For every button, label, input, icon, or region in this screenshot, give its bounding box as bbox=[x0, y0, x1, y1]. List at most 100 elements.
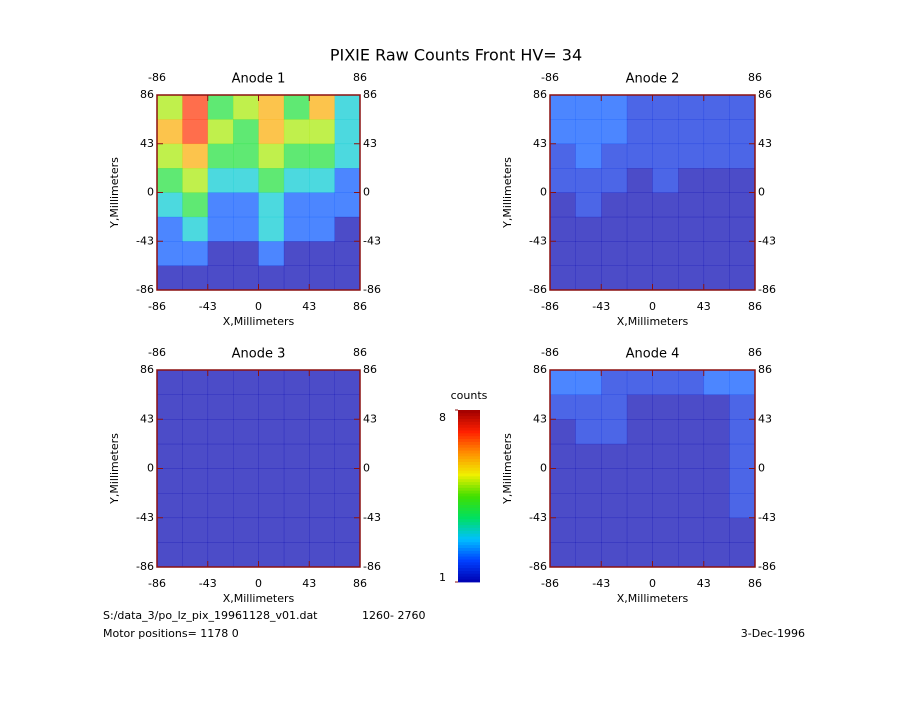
colorbar-segment bbox=[458, 570, 480, 574]
heat-cell bbox=[309, 443, 335, 469]
heat-cell bbox=[601, 370, 628, 395]
heat-cell bbox=[182, 216, 209, 242]
heat-cell bbox=[626, 192, 653, 218]
heat-cell bbox=[309, 143, 335, 169]
heat-cell bbox=[182, 517, 209, 543]
colorbar-segment bbox=[458, 444, 480, 448]
heat-cell bbox=[652, 517, 679, 543]
heat-cell bbox=[626, 168, 653, 193]
heat-cell bbox=[601, 241, 628, 266]
y-tick-label: -43 bbox=[136, 234, 154, 247]
colorbar-segment bbox=[458, 430, 480, 434]
heat-cell bbox=[601, 192, 628, 218]
heat-cell bbox=[157, 143, 183, 169]
colorbar-segment bbox=[458, 527, 480, 531]
heat-cell bbox=[652, 95, 679, 120]
colorbar-segment bbox=[458, 481, 480, 485]
heat-cell bbox=[550, 168, 576, 193]
y-tick-label-right: -43 bbox=[758, 234, 776, 247]
heat-cell bbox=[334, 443, 361, 469]
heat-cell bbox=[575, 493, 602, 519]
heat-cell bbox=[309, 493, 335, 519]
colorbar-segment bbox=[458, 561, 480, 566]
colorbar-segment bbox=[458, 450, 480, 454]
colorbar-segment bbox=[458, 478, 480, 483]
heat-cell bbox=[182, 493, 209, 519]
heat-cell bbox=[233, 542, 259, 568]
heat-cell bbox=[258, 370, 285, 395]
colorbar-segment bbox=[458, 510, 480, 514]
heat-cell bbox=[550, 394, 576, 420]
x-tick-label-top: 86 bbox=[353, 346, 367, 359]
heat-cell bbox=[575, 168, 602, 193]
heat-cell bbox=[678, 168, 705, 193]
heat-cell bbox=[729, 241, 756, 266]
y-tick-label-right: 43 bbox=[758, 412, 772, 425]
heat-cell bbox=[703, 370, 730, 395]
heat-cell bbox=[157, 265, 183, 291]
heat-cell bbox=[334, 542, 361, 568]
panel-title: Anode 1 bbox=[232, 72, 286, 87]
y-tick-label: 43 bbox=[140, 412, 154, 425]
y-tick-label-right: 86 bbox=[758, 363, 772, 376]
x-tick-label: -86 bbox=[541, 300, 559, 313]
heat-cell bbox=[626, 265, 653, 291]
colorbar-segment bbox=[458, 579, 480, 583]
heat-cell bbox=[652, 370, 679, 395]
x-tick-label: -43 bbox=[199, 300, 217, 313]
heat-cell bbox=[678, 443, 705, 469]
heat-cell bbox=[550, 192, 576, 218]
colorbar-segment bbox=[458, 447, 480, 451]
heat-cell bbox=[550, 542, 576, 568]
heat-cell bbox=[157, 192, 183, 218]
y-tick-label: 86 bbox=[140, 88, 154, 101]
colorbar-segment bbox=[458, 484, 480, 488]
colorbar-segment bbox=[458, 501, 480, 505]
y-tick-label-right: 43 bbox=[363, 137, 377, 150]
heat-cell bbox=[233, 265, 259, 291]
heat-cell bbox=[233, 394, 259, 420]
colorbar-label: counts bbox=[451, 389, 488, 402]
heat-cell bbox=[157, 168, 183, 193]
heat-cell bbox=[283, 468, 310, 494]
heat-cell bbox=[157, 542, 183, 568]
heat-cell bbox=[283, 168, 310, 193]
heat-cell bbox=[207, 143, 234, 169]
heat-cell bbox=[729, 265, 756, 291]
heat-cell bbox=[575, 394, 602, 420]
heat-cell bbox=[207, 119, 234, 145]
x-tick-label: -86 bbox=[541, 577, 559, 590]
heat-cell bbox=[334, 468, 361, 494]
heat-cell bbox=[550, 370, 576, 395]
heat-cell bbox=[703, 493, 730, 519]
heat-cell bbox=[678, 95, 705, 120]
heat-cell bbox=[550, 216, 576, 242]
heat-cell bbox=[334, 394, 361, 420]
heat-cell bbox=[233, 143, 259, 169]
heat-cell bbox=[283, 370, 310, 395]
heat-cell bbox=[334, 119, 361, 145]
x-tick-label-top: 86 bbox=[748, 71, 762, 84]
heat-cell bbox=[729, 443, 756, 469]
heat-cell bbox=[233, 241, 259, 266]
x-tick-label-top: -86 bbox=[541, 346, 559, 359]
figure-title: PIXIE Raw Counts Front HV= 34 bbox=[330, 46, 582, 65]
heat-cell bbox=[678, 542, 705, 568]
heat-cell bbox=[233, 370, 259, 395]
y-tick-label-right: 0 bbox=[758, 186, 765, 199]
heat-cell bbox=[334, 241, 361, 266]
heat-cell bbox=[575, 216, 602, 242]
heat-cell bbox=[703, 265, 730, 291]
heat-cell bbox=[729, 143, 756, 169]
colorbar-segment bbox=[458, 438, 480, 442]
y-tick-label-right: -43 bbox=[758, 511, 776, 524]
heat-cell bbox=[601, 468, 628, 494]
heat-cell bbox=[575, 119, 602, 145]
heat-cell bbox=[309, 265, 335, 291]
x-tick-label: -43 bbox=[592, 300, 610, 313]
heat-cell bbox=[182, 370, 209, 395]
colorbar-segment bbox=[458, 573, 480, 577]
heat-cell bbox=[550, 443, 576, 469]
heat-cell bbox=[182, 119, 209, 145]
